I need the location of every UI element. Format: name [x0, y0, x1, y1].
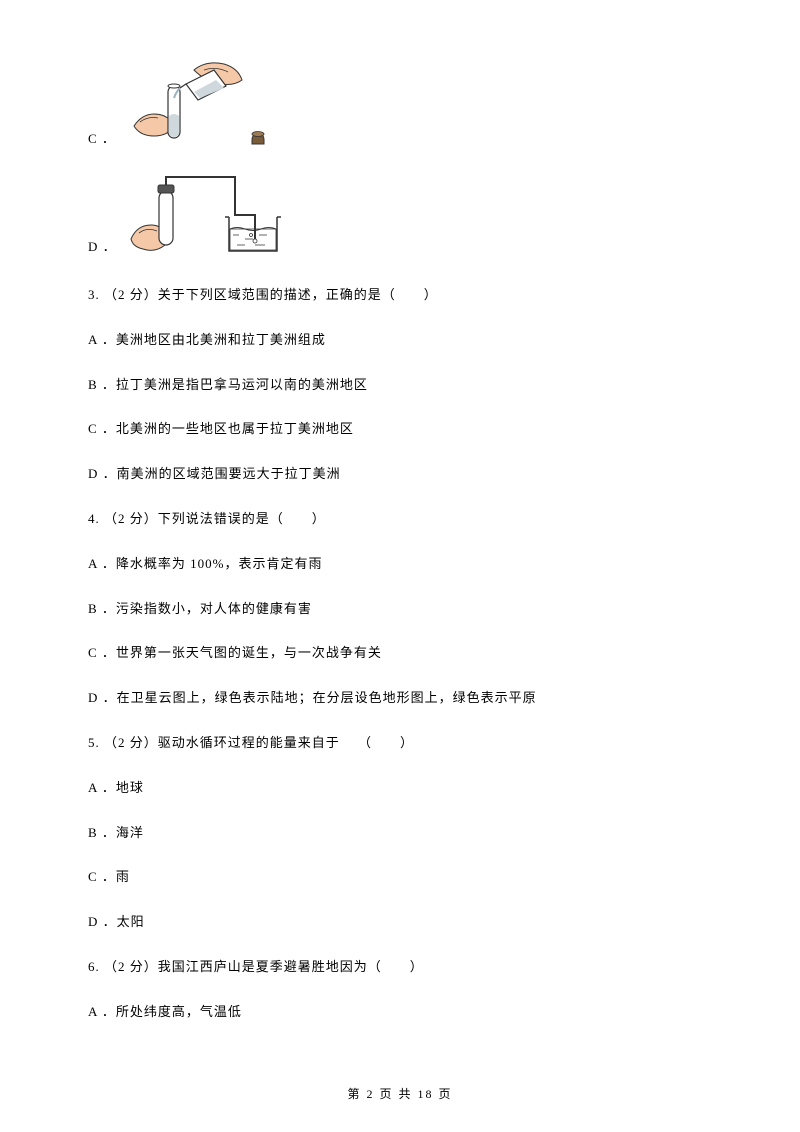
option-c-label: C ． — [88, 128, 116, 151]
q6-option-a: A ．所处纬度高，气温低 — [88, 1002, 712, 1023]
q4-option-a: A ．降水概率为 100%，表示肯定有雨 — [88, 554, 712, 575]
q5-option-c: C ．雨 — [88, 867, 712, 888]
q3-option-a: A ．美洲地区由北美洲和拉丁美洲组成 — [88, 330, 712, 351]
option-c-row: C ． — [88, 56, 712, 151]
page-content: C ． — [0, 0, 800, 1087]
q6-stem: 6. （2 分）我国江西庐山是夏季避暑胜地因为（ ） — [88, 957, 712, 978]
pouring-test-tube-icon — [124, 56, 274, 151]
option-d-row: D ． — [88, 169, 712, 259]
q4-stem: 4. （2 分）下列说法错误的是（ ） — [88, 509, 712, 530]
q4-option-c: C ．世界第一张天气图的诞生，与一次战争有关 — [88, 643, 712, 664]
q5-option-a: A ．地球 — [88, 778, 712, 799]
q4-option-b: B ．污染指数小，对人体的健康有害 — [88, 599, 712, 620]
q3-stem: 3. （2 分）关于下列区域范围的描述，正确的是（ ） — [88, 285, 712, 306]
gas-collection-icon — [125, 169, 285, 259]
option-c-figure — [124, 56, 274, 151]
page-footer: 第 2 页 共 18 页 — [0, 1085, 800, 1102]
option-d-figure — [125, 169, 285, 259]
q4-option-d: D ．在卫星云图上，绿色表示陆地；在分层设色地形图上，绿色表示平原 — [88, 688, 712, 709]
q5-option-d: D ．太阳 — [88, 912, 712, 933]
q5-option-b: B ．海洋 — [88, 823, 712, 844]
q3-option-d: D ．南美洲的区域范围要远大于拉丁美洲 — [88, 464, 712, 485]
q3-option-c: C ．北美洲的一些地区也属于拉丁美洲地区 — [88, 419, 712, 440]
option-d-label: D ． — [88, 236, 117, 259]
q5-stem: 5. （2 分）驱动水循环过程的能量来自于 （ ） — [88, 733, 712, 754]
q3-option-b: B ．拉丁美洲是指巴拿马运河以南的美洲地区 — [88, 375, 712, 396]
